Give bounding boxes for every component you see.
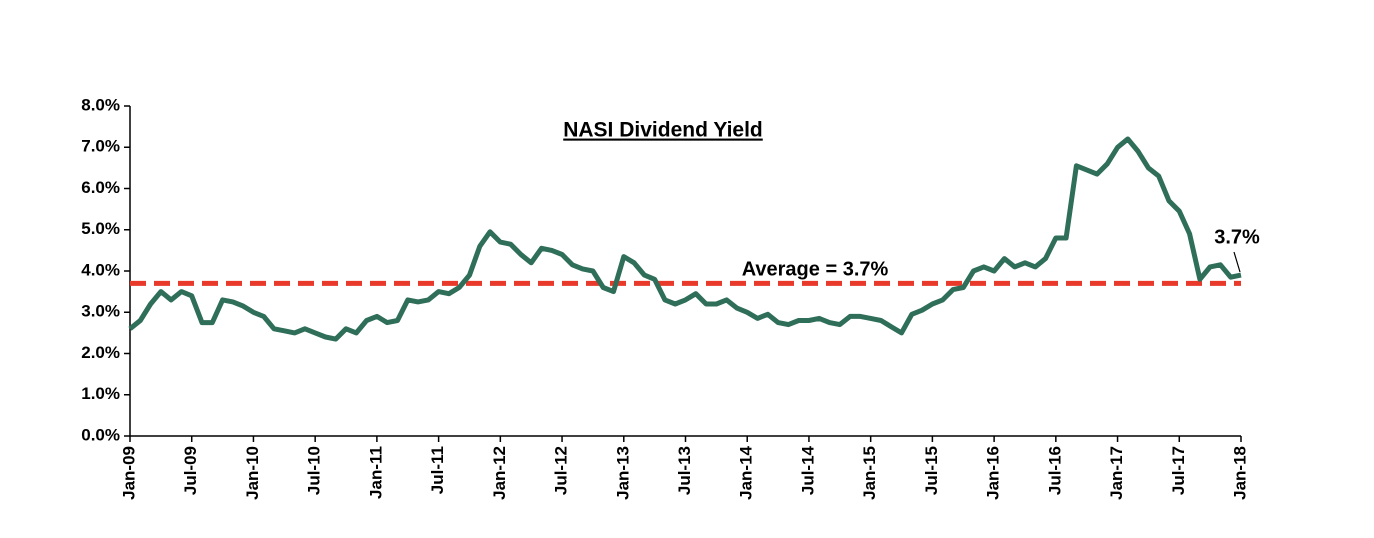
y-tick-label: 8.0%: [81, 95, 120, 114]
x-tick-label: Jan-16: [984, 446, 1003, 500]
series-line: [128, 136, 1242, 342]
average-label: Average = 3.7%: [742, 258, 889, 280]
x-tick-label: Jul-10: [305, 446, 324, 495]
x-tick-label: Jan-15: [860, 446, 879, 500]
x-tick-label: Jul-14: [798, 445, 817, 495]
y-tick-label: 0.0%: [81, 425, 120, 444]
x-tick-label: Jul-09: [181, 446, 200, 495]
x-tick-label: Jan-10: [243, 446, 262, 500]
y-tick-label: 1.0%: [81, 384, 120, 403]
chart-title: NASI Dividend Yield: [563, 119, 763, 142]
x-tick-label: Jan-17: [1107, 446, 1126, 500]
x-tick-label: Jan-11: [366, 446, 385, 499]
y-tick-label: 4.0%: [81, 260, 120, 279]
y-tick-label: 6.0%: [81, 178, 120, 197]
annotation-leader: [1233, 251, 1241, 273]
x-tick-label: Jan-18: [1230, 446, 1249, 500]
x-tick-label: Jan-12: [490, 446, 509, 500]
end-annotation: 3.7%: [1214, 226, 1260, 248]
x-tick-label: Jan-13: [613, 446, 632, 500]
x-tick-label: Jan-14: [737, 445, 756, 499]
y-tick-label: 7.0%: [81, 137, 120, 156]
x-tick-label: Jul-12: [552, 446, 571, 495]
x-tick-label: Jul-13: [675, 446, 694, 495]
y-tick-label: 2.0%: [81, 343, 120, 362]
x-tick-label: Jul-17: [1169, 446, 1188, 495]
y-tick-label: 3.0%: [81, 302, 120, 321]
x-tick-label: Jan-09: [119, 446, 138, 500]
x-tick-label: Jul-15: [922, 446, 941, 495]
x-tick-label: Jul-11: [428, 446, 447, 494]
x-tick-label: Jul-16: [1045, 446, 1064, 495]
y-tick-label: 5.0%: [81, 219, 120, 238]
